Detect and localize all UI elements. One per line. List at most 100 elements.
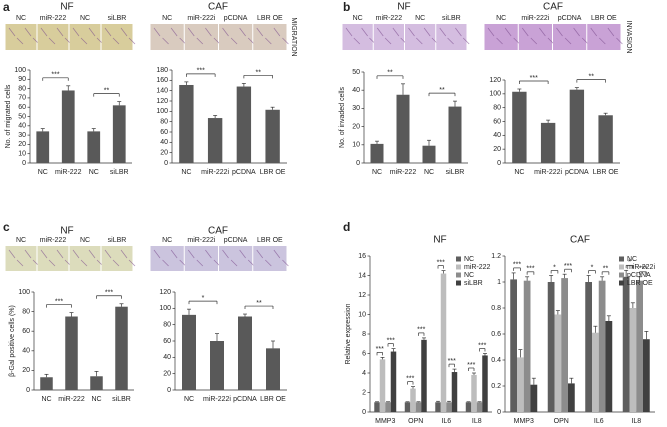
bar — [629, 308, 637, 412]
cell-streak — [581, 37, 589, 45]
cell-streak — [120, 249, 128, 259]
bar — [568, 383, 575, 412]
micrograph — [253, 246, 287, 271]
y-tick-label: 10 — [18, 151, 26, 158]
cell-streak — [439, 27, 447, 37]
x-tick-label: LBR OE — [260, 169, 286, 176]
x-tick-label: IL6 — [594, 418, 604, 425]
y-tick-label: 8 — [362, 331, 366, 338]
y-tick-label: 120 — [156, 98, 168, 105]
micrograph — [518, 24, 552, 50]
image-label: miR-222 — [376, 15, 403, 22]
chart-title: NF — [433, 235, 446, 246]
cell-streak — [504, 27, 512, 37]
cell-streak — [162, 259, 169, 267]
bar — [561, 278, 568, 412]
y-tick-label: 0 — [167, 387, 171, 394]
micrograph — [342, 24, 373, 50]
y-tick-label: 0 — [497, 409, 501, 416]
y-tick-label: 1.2 — [491, 253, 501, 260]
bar — [210, 341, 224, 390]
y-tick-label: 100 — [156, 108, 168, 115]
legend-label: NC — [627, 256, 637, 263]
significance-label: ** — [256, 300, 262, 307]
x-tick-label: IL8 — [472, 418, 482, 425]
x-tick-label: NC — [38, 169, 48, 176]
bar — [390, 351, 397, 412]
bar — [598, 280, 606, 412]
bar — [422, 145, 436, 163]
cell-streak — [273, 27, 281, 37]
significance-label: *** — [437, 259, 445, 266]
legend-swatch — [619, 256, 624, 262]
micrograph — [484, 24, 518, 50]
image-label: NC — [80, 15, 90, 22]
micrograph — [101, 246, 133, 271]
cell-streak — [616, 37, 623, 45]
significance-label: *** — [448, 358, 456, 365]
y-tick-label: 0 — [26, 387, 30, 394]
x-tick-label: pCDNA — [565, 169, 589, 176]
y-tick-label: 100 — [489, 91, 501, 98]
y-tick-label: 30 — [18, 132, 26, 139]
y-tick-label: 120 — [159, 289, 171, 296]
cell-streak — [447, 37, 454, 45]
image-label: NC — [16, 237, 26, 244]
cell-streak — [353, 37, 361, 45]
image-label: pCDNA — [224, 15, 248, 22]
cell-streak — [179, 37, 186, 45]
legend-label: pCDNA — [627, 272, 651, 279]
significance-label: ** — [439, 87, 445, 94]
image-label: LBR OE — [591, 15, 617, 22]
y-tick-label: 30 — [352, 105, 360, 112]
side-label: MIGRATION — [290, 17, 297, 56]
significance-label: * — [553, 264, 556, 271]
bar — [471, 374, 477, 412]
cell-streak — [104, 249, 112, 259]
y-tick-label: 14 — [358, 272, 366, 279]
cell-streak — [547, 37, 555, 45]
cell-streak — [521, 27, 529, 37]
y-axis-label: No. of invaded cells — [339, 86, 346, 148]
micrograph — [5, 246, 37, 271]
significance-label: *** — [526, 266, 534, 273]
cell-streak — [239, 27, 246, 37]
cell-streak — [40, 27, 48, 37]
micrograph — [184, 246, 218, 271]
y-tick-label: 0 — [362, 409, 366, 416]
x-tick-label: NC — [424, 169, 434, 176]
cell-streak — [265, 259, 272, 267]
legend-swatch — [619, 272, 624, 278]
image-label: pCDNA — [558, 15, 582, 22]
cell-streak — [153, 249, 161, 259]
cell-streak — [88, 27, 96, 37]
micrograph — [37, 246, 69, 271]
image-label: NC — [80, 237, 90, 244]
significance-label: ** — [603, 266, 609, 273]
significance-label: *** — [105, 290, 113, 297]
y-tick-label: 40 — [22, 348, 30, 355]
y-tick-label: 0.2 — [491, 383, 501, 390]
cell-streak — [376, 27, 384, 37]
cell-streak — [556, 27, 563, 37]
cell-streak — [88, 249, 96, 259]
bar — [87, 131, 101, 163]
x-tick-label: NC — [372, 169, 382, 176]
y-tick-label: 0 — [356, 160, 360, 167]
x-tick-label: MMP3 — [514, 418, 534, 425]
bar — [440, 273, 447, 412]
image-label: LBR OE — [257, 237, 283, 244]
cell-streak — [187, 27, 195, 37]
bar — [421, 339, 427, 412]
y-tick-label: 1 — [497, 279, 501, 286]
cell-streak — [187, 249, 195, 259]
panel-label: d — [343, 220, 350, 234]
y-tick-label: 180 — [156, 67, 168, 74]
cell-streak — [16, 259, 24, 267]
micrograph — [553, 24, 587, 50]
bar — [370, 143, 384, 163]
x-tick-label: IL6 — [441, 418, 451, 425]
y-tick-label: 60 — [160, 129, 168, 136]
legend-swatch — [456, 256, 461, 262]
x-tick-label: NC — [91, 396, 101, 403]
